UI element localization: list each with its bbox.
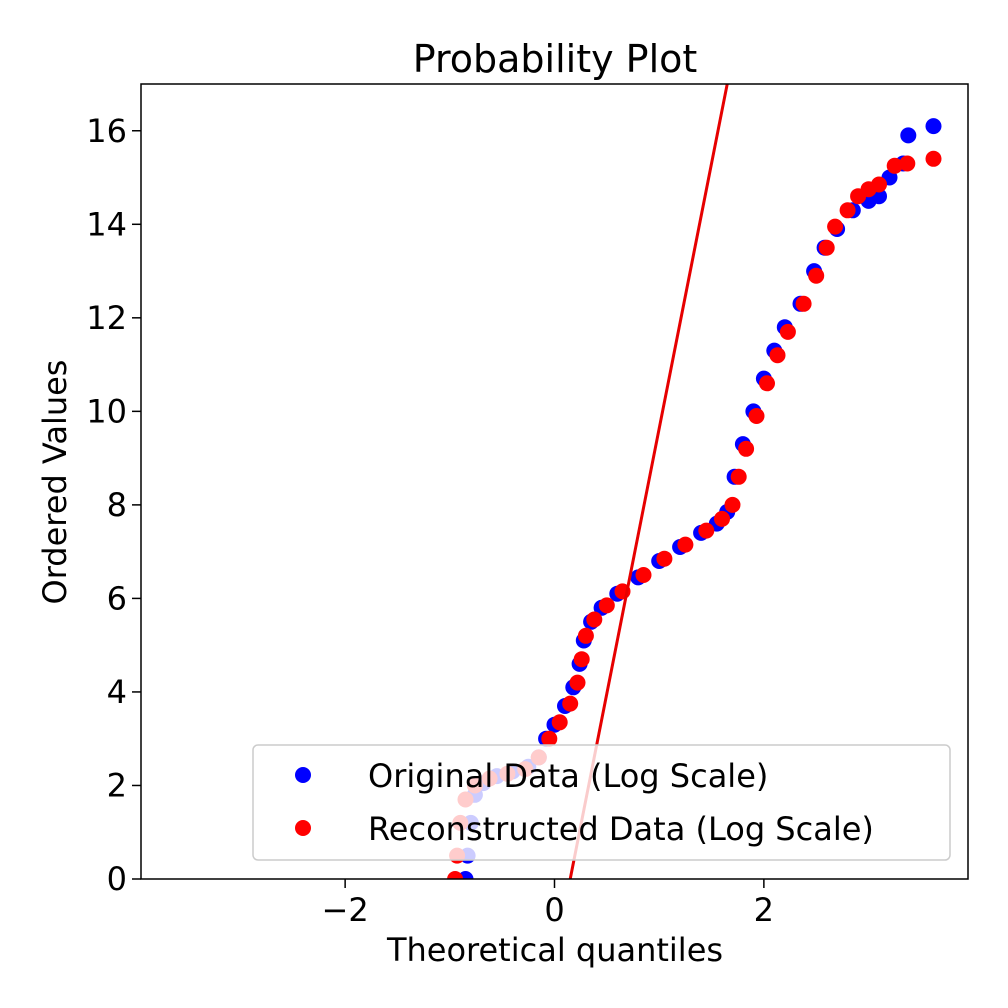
y-tick-label: 16	[86, 112, 127, 150]
data-point	[724, 496, 741, 513]
data-point	[562, 695, 579, 712]
legend-label-original: Original Data (Log Scale)	[368, 757, 768, 795]
data-point	[551, 714, 568, 731]
data-point	[779, 323, 796, 340]
legend-marker-reconstructed	[295, 820, 311, 836]
data-point	[738, 440, 755, 457]
data-point	[698, 522, 715, 539]
y-tick-label: 8	[107, 486, 127, 524]
data-point	[925, 150, 942, 167]
legend: Original Data (Log Scale) Reconstructed …	[252, 744, 951, 861]
y-tick-label: 2	[107, 766, 127, 804]
y-tick-label: 0	[107, 860, 127, 898]
data-point	[569, 674, 586, 691]
y-tick-label: 14	[86, 205, 127, 243]
x-tick-label: −2	[322, 891, 369, 929]
legend-box	[252, 744, 951, 861]
x-axis: −2 0 2	[322, 879, 774, 929]
data-point	[886, 157, 903, 174]
data-point	[899, 155, 916, 172]
data-point	[748, 408, 765, 424]
data-point	[925, 118, 942, 135]
data-point	[573, 651, 590, 668]
data-point	[759, 375, 775, 392]
y-tick-label: 12	[86, 299, 127, 337]
x-axis-title: Theoretical quantiles	[386, 931, 723, 969]
data-point	[577, 627, 594, 644]
data-point	[871, 176, 887, 193]
data-point	[827, 218, 844, 235]
data-point	[714, 510, 730, 527]
x-tick-label: 2	[754, 891, 774, 929]
data-point	[598, 597, 615, 614]
data-point	[541, 730, 558, 747]
data-point	[656, 550, 673, 567]
data-point	[795, 295, 812, 312]
chart-title: Probability Plot	[413, 37, 698, 81]
data-point	[730, 468, 747, 485]
y-tick-label: 4	[107, 673, 127, 711]
y-axis: 0 2 4 6 8 10 12 14 16	[86, 112, 141, 898]
data-point	[818, 239, 835, 256]
x-tick-label: 0	[544, 891, 564, 929]
y-tick-label: 6	[107, 579, 127, 617]
y-axis-title: Ordered Values	[36, 360, 74, 605]
legend-label-reconstructed: Reconstructed Data (Log Scale)	[368, 810, 874, 848]
data-point	[677, 536, 694, 553]
data-point	[586, 611, 603, 628]
data-point	[769, 347, 786, 364]
data-point	[900, 127, 917, 144]
data-point	[839, 202, 856, 219]
legend-marker-original	[295, 767, 311, 783]
data-point	[447, 871, 464, 879]
data-point	[808, 267, 825, 284]
y-tick-label: 10	[86, 392, 127, 430]
data-point	[635, 567, 652, 583]
